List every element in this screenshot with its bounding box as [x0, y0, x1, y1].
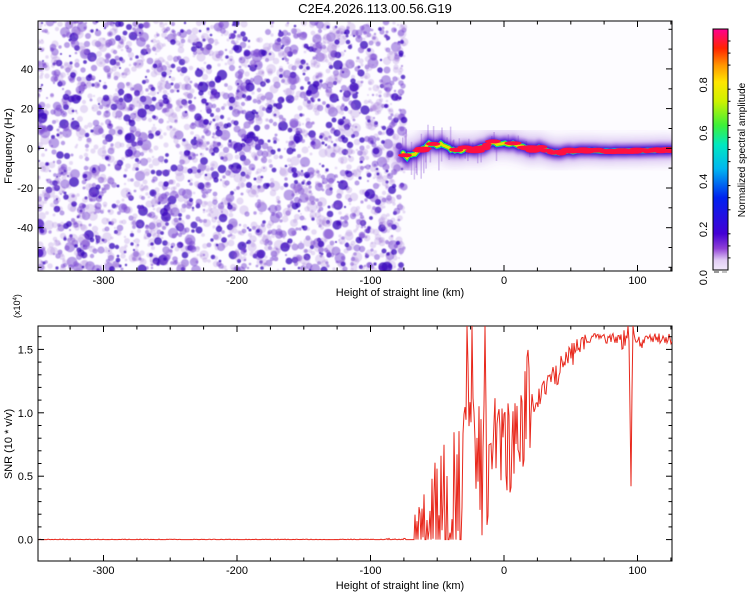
svg-text:1.0: 1.0 — [18, 408, 33, 420]
svg-text:0: 0 — [27, 143, 33, 155]
svg-text:0: 0 — [501, 565, 507, 577]
svg-text:Frequency (Hz): Frequency (Hz) — [3, 108, 15, 184]
svg-text:(x104): (x104) — [12, 294, 22, 318]
svg-text:0.8: 0.8 — [698, 77, 710, 92]
svg-text:-40: -40 — [17, 223, 33, 235]
svg-text:0.5: 0.5 — [18, 471, 33, 483]
svg-text:-100: -100 — [359, 565, 381, 577]
svg-text:Height of straight line (km): Height of straight line (km) — [336, 287, 464, 299]
svg-text:C2E4.2026.113.00.56.G19: C2E4.2026.113.00.56.G19 — [298, 1, 452, 16]
svg-text:Height of straight line (km): Height of straight line (km) — [336, 580, 464, 592]
svg-text:SNR (10 * v/v): SNR (10 * v/v) — [3, 409, 15, 479]
svg-text:-20: -20 — [17, 183, 33, 195]
svg-text:100: 100 — [628, 565, 646, 577]
svg-text:-300: -300 — [92, 275, 114, 287]
svg-text:Normalized spectral amplitude: Normalized spectral amplitude — [737, 82, 748, 217]
svg-text:-100: -100 — [359, 275, 381, 287]
svg-text:-300: -300 — [92, 565, 114, 577]
svg-text:0.4: 0.4 — [698, 174, 710, 189]
svg-text:0.2: 0.2 — [698, 222, 710, 237]
svg-text:-200: -200 — [226, 565, 248, 577]
svg-text:1.5: 1.5 — [18, 344, 33, 356]
svg-text:0.0: 0.0 — [18, 535, 33, 547]
svg-text:-200: -200 — [226, 275, 248, 287]
svg-text:0.6: 0.6 — [698, 125, 710, 140]
svg-text:40: 40 — [21, 64, 33, 76]
svg-text:100: 100 — [628, 275, 646, 287]
svg-text:0: 0 — [501, 275, 507, 287]
svg-text:20: 20 — [21, 104, 33, 116]
svg-text:0.0: 0.0 — [698, 270, 710, 285]
